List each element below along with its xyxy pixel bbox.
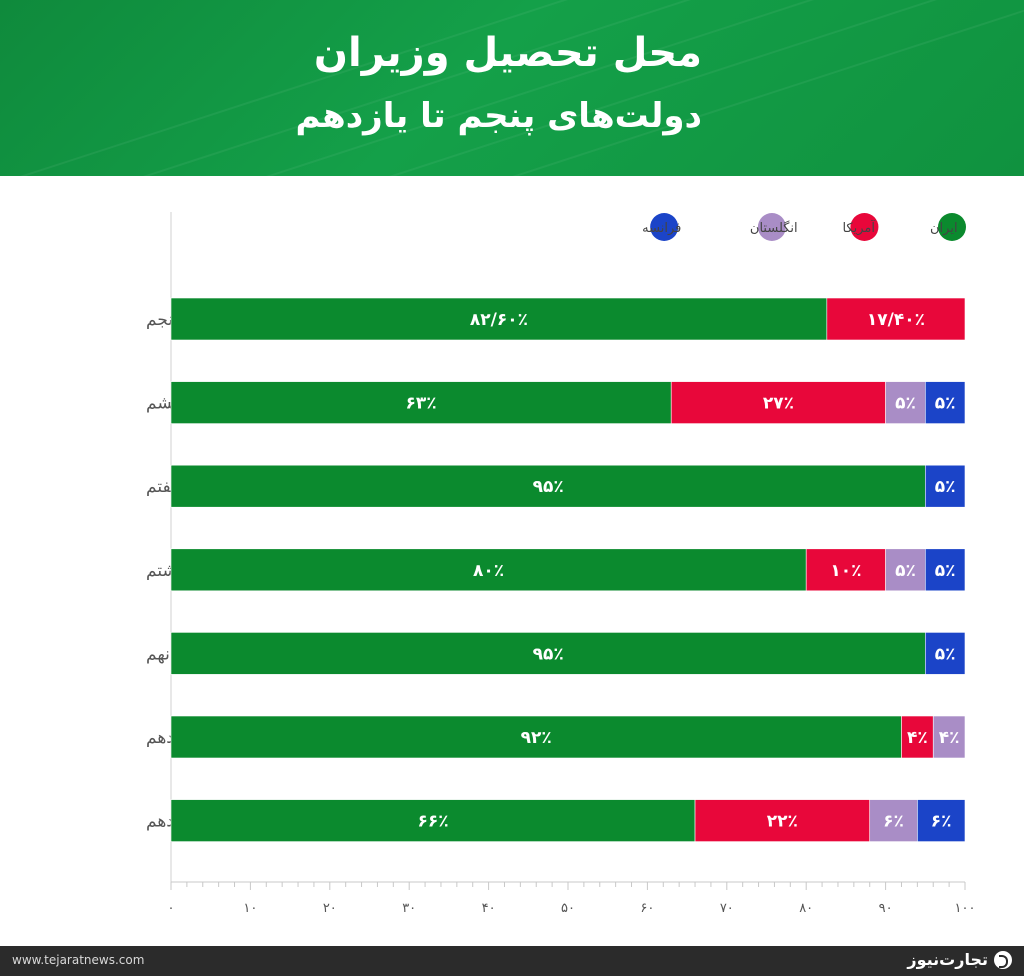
bar-segment [917,799,966,842]
x-tick-label: ۰ [168,901,175,916]
bar-segment [170,381,672,424]
x-tick-label: ۸۰ [799,901,813,916]
bar-segment [932,715,966,759]
legend-marker [850,213,879,241]
legend-marker [757,213,786,241]
bar-segment [885,548,926,592]
brand-logo-icon [994,950,1012,969]
chart-subtitle: دولت‌های پنجم تا یازدهم [295,96,703,136]
bar-segment [170,297,828,341]
bar-segment [170,715,902,759]
x-tick-label: ۱۰۰ [955,901,976,916]
bar-value-label: ۴٪ [907,728,928,748]
bar-value-label: ۶٪ [883,812,904,832]
legend-marker [938,213,966,241]
bar-value-label: ۵٪ [895,561,916,581]
bar-value-label: ۱۰٪ [830,561,861,581]
bar-segment [826,297,966,341]
bar-value-label: ۶۳٪ [406,394,437,414]
chart-title: محل تحصیل وزیران [313,30,702,76]
bar-segment [924,632,966,675]
brand-name: تجارت‌نیوز [907,950,988,969]
bar-value-label: ۵٪ [935,477,956,497]
bar-value-label: ۵٪ [935,644,956,664]
bar-value-label: ۶٪ [931,812,952,832]
bar-value-label: ۱۷/۴۰٪ [867,310,925,330]
legend-label: انگلستان [750,220,798,236]
bar-segment [170,464,926,508]
bar-segment [805,548,886,592]
x-tick-label: ۵۰ [561,901,575,916]
x-tick-label: ۱۰ [243,901,257,916]
bar-value-label: ۵٪ [935,394,956,414]
bar-value-label: ۹۲٪ [521,728,552,748]
bar-value-label: ۵٪ [935,561,956,581]
bar-value-label: ۲۲٪ [767,812,798,832]
header-banner: محل تحصیل وزیران دولت‌های پنجم تا یازدهم [0,0,1024,176]
x-tick-label: ۹۰ [879,901,893,916]
bar-value-label: ۹۵٪ [533,644,564,664]
bar-value-label: ۲۷٪ [763,394,794,414]
legend-label: ایران [930,221,958,236]
bar-segment [924,381,966,424]
legend-label: آمریکا [842,219,876,236]
bar-segment [901,715,934,759]
bar-segment [170,548,807,592]
brand: تجارت‌نیوز [907,950,1012,969]
bar-value-label: ۶۶٪ [417,812,448,832]
bar-segment [670,381,886,424]
bar-value-label: ۵٪ [895,394,916,414]
website-url[interactable]: www.tejaratnews.com [12,953,145,967]
x-tick-label: ۷۰ [720,901,734,916]
bar-value-label: ۹۵٪ [533,477,564,497]
legend-label: فرانسه [642,221,681,236]
x-tick-label: ۲۰ [323,901,337,916]
bar-segment [694,799,871,842]
x-tick-label: ۶۰ [640,901,654,916]
stacked-bar-chart: ۰ ۱۰ ۲۰ ۳۰ ۴۰ ۵۰ ۶۰ ۷۰ ۸۰ ۹۰ ۱۰۰ ایران آمریکا انگلستا… [146,212,976,916]
bar-segment [885,381,926,424]
bar-value-label: ۴٪ [939,728,960,748]
bar-segment [924,548,966,592]
x-tick-label: ۴۰ [482,901,496,916]
bar-value-label: ۸۰٪ [473,561,504,581]
x-tick-label: ۳۰ [402,901,416,916]
bar-value-label: ۸۲/۶۰٪ [470,310,528,330]
bar-segment [869,799,918,842]
bar-segment [924,464,966,508]
legend-marker [650,213,679,241]
footer-bar: www.tejaratnews.com تجارت‌نیوز [0,946,1024,976]
